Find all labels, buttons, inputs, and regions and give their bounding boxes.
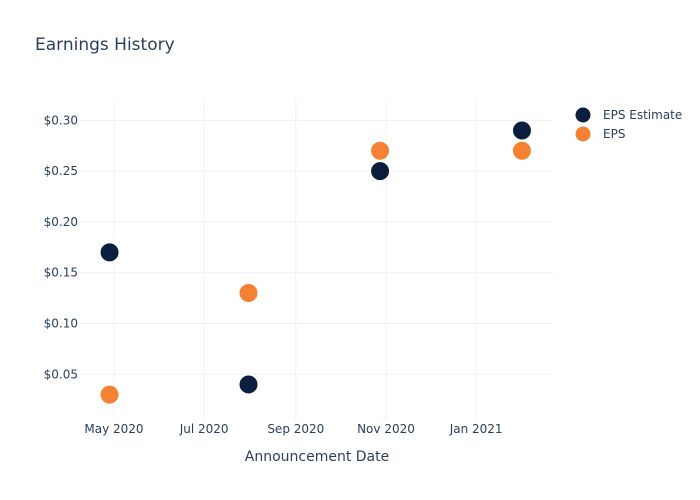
y-axis-ticks: $0.05 $0.10 $0.15 $0.20 $0.25 $0.30 <box>44 113 78 381</box>
x-tick-label: Jan 2021 <box>449 422 503 436</box>
x-axis-title: Announcement Date <box>245 449 389 465</box>
x-axis-ticks: May 2020 Jul 2020 Sep 2020 Nov 2020 Jan 2021 <box>84 422 502 436</box>
y-tick-label: $0.30 <box>44 113 78 127</box>
legend-marker-icon <box>575 107 591 123</box>
legend-label: EPS Estimate <box>603 108 682 122</box>
data-point-eps-estimate[interactable] <box>238 374 259 395</box>
data-points <box>99 120 532 405</box>
legend[interactable]: EPS Estimate EPS <box>575 107 683 142</box>
y-tick-label: $0.25 <box>44 164 78 178</box>
x-tick-label: May 2020 <box>84 422 143 436</box>
gridlines <box>80 100 553 420</box>
x-tick-label: Nov 2020 <box>357 422 415 436</box>
y-tick-label: $0.05 <box>44 367 78 381</box>
x-tick-label: Sep 2020 <box>267 422 324 436</box>
chart-title: Earnings History <box>35 35 175 55</box>
data-point-eps[interactable] <box>370 140 391 161</box>
y-tick-label: $0.20 <box>44 215 78 229</box>
x-tick-label: Jul 2020 <box>179 422 229 436</box>
y-tick-label: $0.10 <box>44 316 78 330</box>
legend-item-eps[interactable]: EPS <box>575 126 626 142</box>
data-point-eps-estimate[interactable] <box>99 242 120 263</box>
y-tick-label: $0.15 <box>44 266 78 280</box>
data-point-eps[interactable] <box>511 140 532 161</box>
legend-label: EPS <box>603 127 625 141</box>
data-point-eps[interactable] <box>99 384 120 405</box>
data-point-eps-estimate[interactable] <box>511 120 532 141</box>
data-point-eps[interactable] <box>238 283 259 304</box>
legend-marker-icon <box>575 126 591 142</box>
data-point-eps-estimate[interactable] <box>370 161 391 182</box>
legend-item-eps-estimate[interactable]: EPS Estimate <box>575 107 683 123</box>
